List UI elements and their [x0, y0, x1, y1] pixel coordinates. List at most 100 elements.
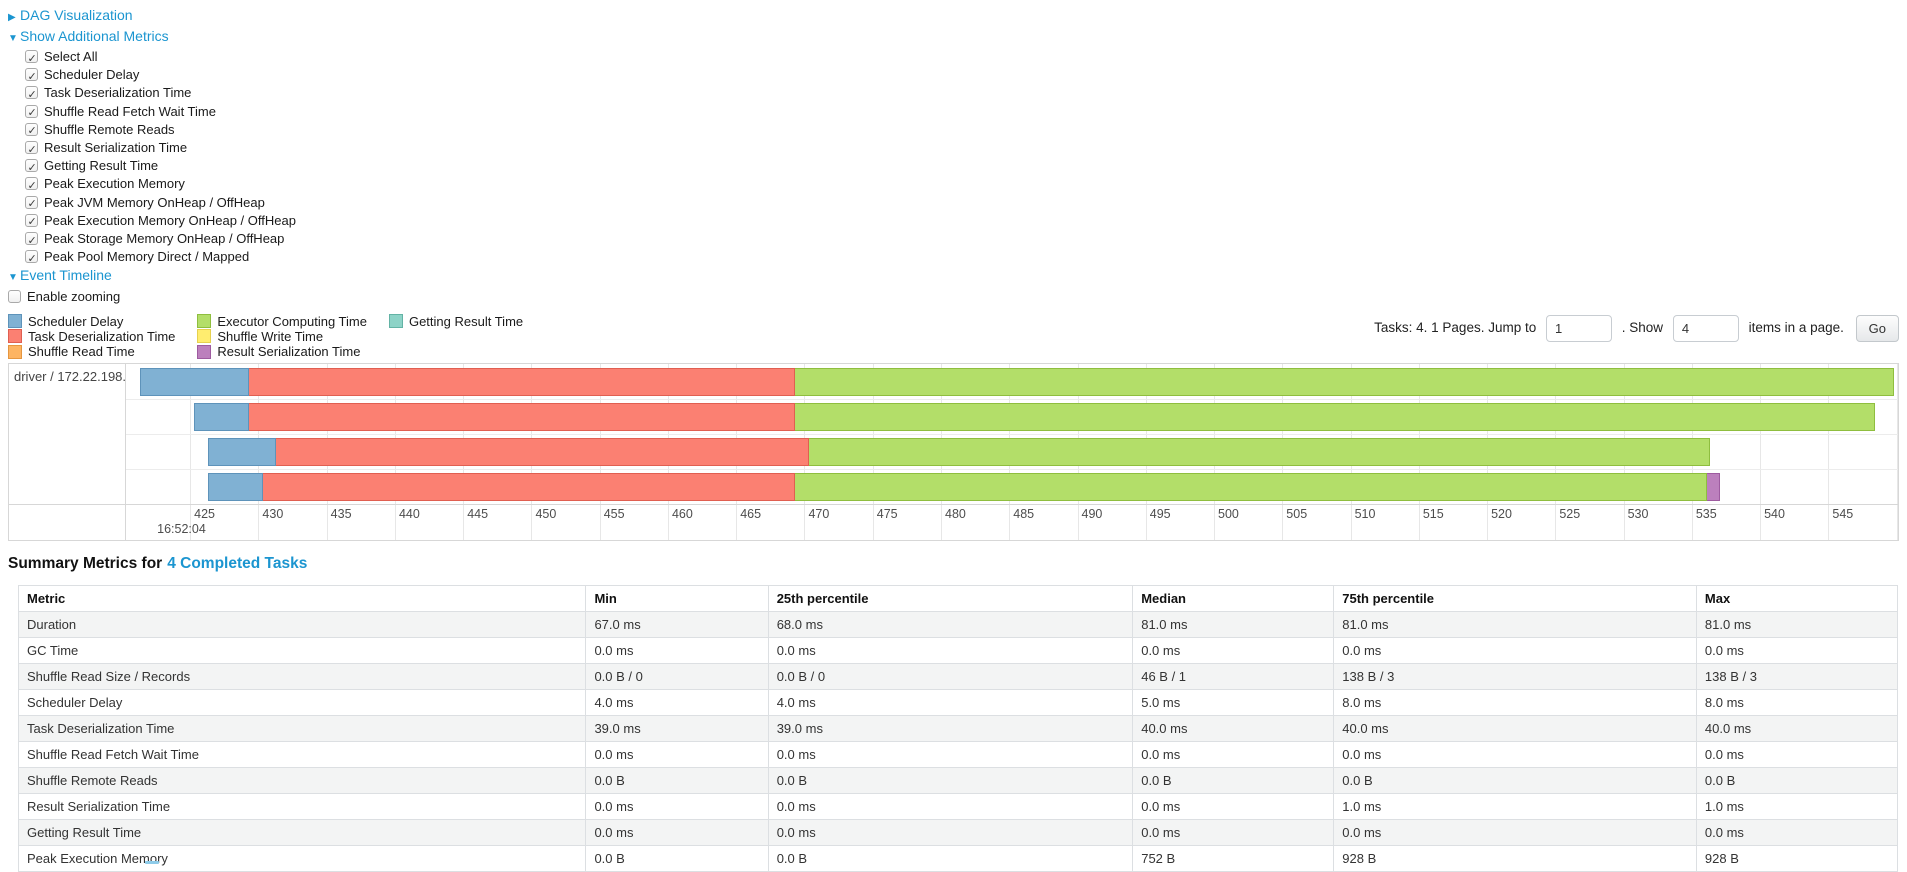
summary-metric-value: 0.0 B / 0: [767, 663, 1134, 691]
legend-label: Result Serialization Time: [217, 344, 361, 360]
timeline-tick-label: 425: [194, 507, 216, 522]
summary-metric-value: 0.0 ms: [767, 819, 1134, 847]
executor_computing-swatch-icon: [197, 314, 212, 329]
summary-column-header: Metric: [17, 585, 587, 613]
summary-metric-value: 0.0 ms: [585, 819, 769, 847]
legend-label: Scheduler Delay: [28, 313, 124, 329]
metric-checkbox[interactable]: [25, 68, 38, 86]
summary-column-header: Max: [1695, 585, 1899, 613]
metric-checkbox-label: Peak JVM Memory OnHeap / OffHeap: [44, 194, 265, 210]
summary-metric-value: 67.0 ms: [585, 611, 769, 639]
summary-metric-value: 0.0 ms: [1695, 741, 1899, 769]
metric-checkbox-item: Shuffle Remote Reads: [25, 121, 1899, 141]
metric-checkbox-label: Getting Result Time: [44, 158, 159, 174]
timeline-tick-label: 480: [945, 507, 966, 522]
task-segment-task_deserialization[interactable]: [248, 367, 795, 396]
metric-checkbox[interactable]: [25, 104, 38, 122]
metric-checkbox[interactable]: [25, 50, 38, 68]
metric-checkbox[interactable]: [25, 250, 38, 268]
show-additional-metrics-toggle[interactable]: ▼ Show Additional Metrics: [8, 27, 1899, 48]
summary-metric-value: 0.0 ms: [767, 793, 1134, 821]
summary-metric-value: 81.0 ms: [1695, 611, 1899, 639]
summary-metric-value: 0.0 ms: [1695, 637, 1899, 665]
summary-metric-value: 0.0 ms: [1695, 819, 1899, 847]
legend-item-result_serialization: Result Serialization Time: [197, 344, 367, 359]
metric-checkbox[interactable]: [25, 86, 38, 104]
summary-metric-value: 0.0 ms: [1333, 819, 1697, 847]
timeline-tick-label: 485: [1013, 507, 1035, 522]
summary-metric-value: 0.0 ms: [767, 741, 1134, 769]
summary-metrics-table: Metric Min 25th percentile Median 75th perce…: [17, 585, 1899, 872]
task-bar[interactable]: [194, 402, 1875, 431]
timeline-group-label: driver / 172.22.198.104: [14, 369, 125, 385]
metric-checkbox[interactable]: [25, 195, 38, 213]
timeline-tick-label: 450: [535, 507, 557, 522]
metric-checkbox[interactable]: [25, 141, 38, 159]
timeline-tick-label: 465: [740, 507, 762, 522]
task-segment-executor_computing[interactable]: [794, 472, 1707, 501]
metric-checkbox[interactable]: [25, 122, 38, 141]
timeline-tick-label: 510: [1354, 507, 1376, 522]
getting_result-swatch-icon: [388, 314, 403, 329]
summary-metric-value: 0.0 B: [1695, 767, 1899, 795]
timeline-tick-label: 435: [330, 507, 352, 522]
summary-metric-value: 752 B: [1132, 845, 1335, 872]
task-segment-scheduler_delay[interactable]: [207, 472, 263, 501]
completed-tasks-link[interactable]: 4 Completed Tasks: [167, 555, 308, 573]
metric-checkbox[interactable]: [25, 213, 38, 232]
cut-off-content-artifact: [145, 861, 159, 864]
summary-metric-value: 40.0 ms: [1132, 715, 1335, 743]
event-timeline-toggle[interactable]: ▼ Event Timeline: [8, 266, 1899, 287]
metric-checkbox-label: Task Deserialization Time: [44, 85, 192, 101]
additional-metrics-checkbox-list: Select All Scheduler Delay Task Deserializ…: [8, 48, 1899, 268]
task-bar[interactable]: [139, 367, 1894, 396]
task-segment-result_serialization[interactable]: [1706, 472, 1721, 501]
summary-metric-value: 0.0 ms: [1132, 741, 1335, 769]
metric-checkbox[interactable]: [25, 177, 38, 195]
enable-zooming-checkbox[interactable]: [8, 290, 21, 304]
summary-metric-value: 39.0 ms: [585, 715, 769, 743]
timeline-gridline: [1760, 364, 1762, 541]
task-segment-task_deserialization[interactable]: [276, 437, 809, 466]
task-segment-executor_computing[interactable]: [794, 367, 1894, 396]
legend-item-getting_result: Getting Result Time: [388, 313, 523, 329]
summary-metric-value: 0.0 B: [767, 845, 1134, 872]
jump-to-page-input[interactable]: [1546, 315, 1612, 343]
task-segment-scheduler_delay[interactable]: [194, 402, 249, 431]
items-per-page-input[interactable]: [1672, 315, 1739, 343]
summary-table-row: GC Time 0.0 ms 0.0 ms 0.0 ms 0.0 ms 0.0 ms: [17, 637, 1899, 665]
dag-visualization-toggle[interactable]: ▶ DAG Visualization: [8, 6, 1899, 27]
task-bar[interactable]: [207, 437, 1710, 466]
summary-column-header: 75th percentile: [1333, 585, 1697, 613]
summary-metric-value: 0.0 ms: [585, 637, 769, 665]
task-segment-executor_computing[interactable]: [794, 402, 1875, 431]
summary-metric-name: Peak Execution Memory: [17, 845, 587, 872]
metric-checkbox[interactable]: [25, 159, 38, 177]
summary-column-header: 25th percentile: [767, 585, 1134, 613]
summary-metric-value: 0.0 ms: [767, 637, 1134, 665]
summary-column-header: Median: [1132, 585, 1335, 613]
summary-metric-name: Shuffle Read Size / Records: [17, 663, 587, 691]
chevron-down-icon: ▼: [8, 272, 18, 284]
metric-checkbox-item: Peak Execution Memory OnHeap / OffHeap: [25, 212, 1899, 232]
timeline-tick-label: 515: [1422, 507, 1444, 522]
metric-checkbox-label: Peak Storage Memory OnHeap / OffHeap: [44, 231, 285, 247]
summary-metric-value: 39.0 ms: [767, 715, 1134, 743]
summary-table-row: Result Serialization Time 0.0 ms 0.0 ms 0.0…: [17, 793, 1899, 821]
shuffle_write-swatch-icon: [197, 329, 212, 344]
summary-metric-value: 5.0 ms: [1132, 689, 1335, 717]
task-segment-scheduler_delay[interactable]: [207, 437, 277, 466]
show-additional-metrics-label: Show Additional Metrics: [20, 28, 169, 44]
task-bar[interactable]: [207, 472, 1721, 501]
metric-checkbox[interactable]: [25, 232, 38, 250]
legend-label: Shuffle Read Time: [28, 344, 135, 360]
task-segment-task_deserialization[interactable]: [262, 472, 795, 501]
go-button[interactable]: Go: [1855, 315, 1899, 343]
pagination-prefix-label: Tasks: 4. 1 Pages. Jump to: [1374, 320, 1537, 336]
summary-metric-value: 138 B / 3: [1333, 663, 1697, 691]
timeline-major-time-label: 16:52:04: [157, 522, 206, 537]
chevron-right-icon: ▶: [8, 12, 16, 23]
task-segment-scheduler_delay[interactable]: [139, 367, 249, 396]
task-segment-task_deserialization[interactable]: [248, 402, 795, 431]
task-segment-executor_computing[interactable]: [808, 437, 1710, 466]
